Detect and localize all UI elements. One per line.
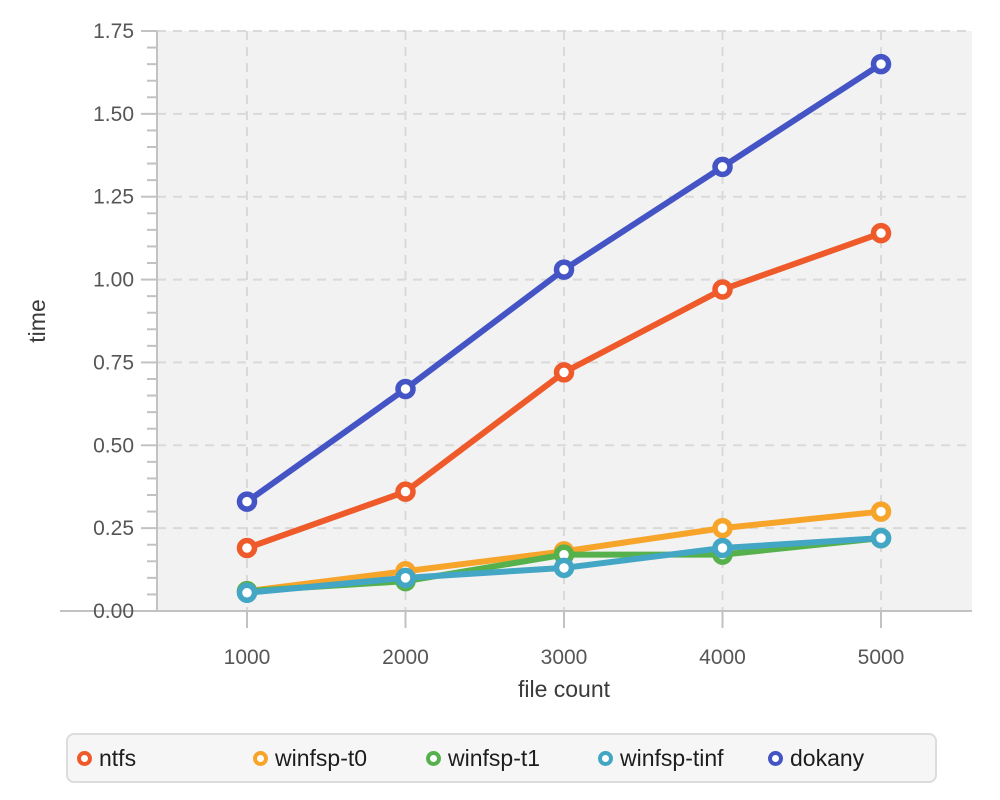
y-tick-label: 0.50 — [93, 434, 134, 457]
marker-winfsp-tinf-1000 — [236, 582, 258, 604]
marker-dokany-5000 — [870, 53, 892, 75]
y-axis-title: time — [24, 299, 50, 342]
legend-label: winfsp-t1 — [448, 744, 541, 771]
marker-dokany-2000 — [395, 378, 416, 400]
marker-ntfs-5000 — [870, 222, 892, 244]
y-tick-label: 0.25 — [93, 517, 134, 540]
x-tick-label: 3000 — [541, 646, 588, 669]
marker-ntfs-4000 — [712, 279, 733, 300]
legend-label: winfsp-tinf — [620, 744, 724, 771]
legend: ntfs winfsp-t0 winfsp-t1 winfsp-tinf dokany — [66, 733, 937, 783]
legend-marker-icon — [768, 750, 783, 766]
legend-label: ntfs — [99, 744, 137, 771]
legend-label: winfsp-t0 — [275, 744, 368, 771]
marker-winfsp-tinf-4000 — [712, 537, 733, 559]
marker-winfsp-t0-5000 — [870, 501, 892, 522]
marker-ntfs-2000 — [395, 481, 416, 502]
axis-ticks — [141, 30, 882, 628]
y-tick-label: 0.75 — [93, 351, 134, 374]
legend-item-dokany: dokany — [768, 735, 864, 781]
y-tick-label: 0.00 — [93, 600, 134, 623]
marker-dokany-1000 — [236, 491, 258, 512]
legend-marker-icon — [598, 750, 613, 766]
marker-winfsp-tinf-2000 — [395, 567, 416, 589]
marker-dokany-4000 — [712, 156, 733, 178]
legend-marker-icon — [426, 750, 441, 766]
y-tick-label: 1.75 — [93, 20, 134, 43]
x-tick-label: 2000 — [382, 646, 429, 669]
legend-item-winfsp-t0: winfsp-t0 — [253, 735, 367, 781]
line-chart: 0.00 0.25 0.50 0.75 1.00 1.25 1.50 1.75 1000 2000… — [24, 20, 972, 702]
marker-ntfs-1000 — [236, 537, 258, 559]
x-tick-label: 5000 — [858, 646, 905, 669]
marker-winfsp-t0-4000 — [712, 517, 733, 539]
series-lines-and-markers — [236, 53, 892, 604]
x-gridlines — [246, 31, 882, 611]
legend-item-ntfs: ntfs — [77, 735, 136, 781]
legend-marker-icon — [253, 750, 268, 766]
tick-labels: 0.00 0.25 0.50 0.75 1.00 1.25 1.50 1.75 1000 2000… — [93, 20, 904, 669]
legend-marker-icon — [77, 750, 92, 766]
legend-label: dokany — [790, 744, 865, 771]
x-tick-label: 1000 — [224, 646, 271, 669]
marker-winfsp-tinf-5000 — [870, 527, 892, 549]
x-tick-label: 4000 — [699, 646, 746, 669]
marker-ntfs-3000 — [553, 362, 575, 383]
y-tick-label: 1.00 — [93, 269, 134, 292]
legend-item-winfsp-t1: winfsp-t1 — [426, 735, 540, 781]
y-tick-label: 1.25 — [93, 186, 134, 209]
legend-item-winfsp-tinf: winfsp-tinf — [598, 735, 724, 781]
axis-lines — [60, 31, 972, 612]
y-tick-label: 1.50 — [93, 103, 134, 126]
marker-dokany-3000 — [553, 259, 575, 280]
marker-winfsp-tinf-3000 — [553, 557, 575, 579]
x-axis-title: file count — [518, 676, 611, 702]
